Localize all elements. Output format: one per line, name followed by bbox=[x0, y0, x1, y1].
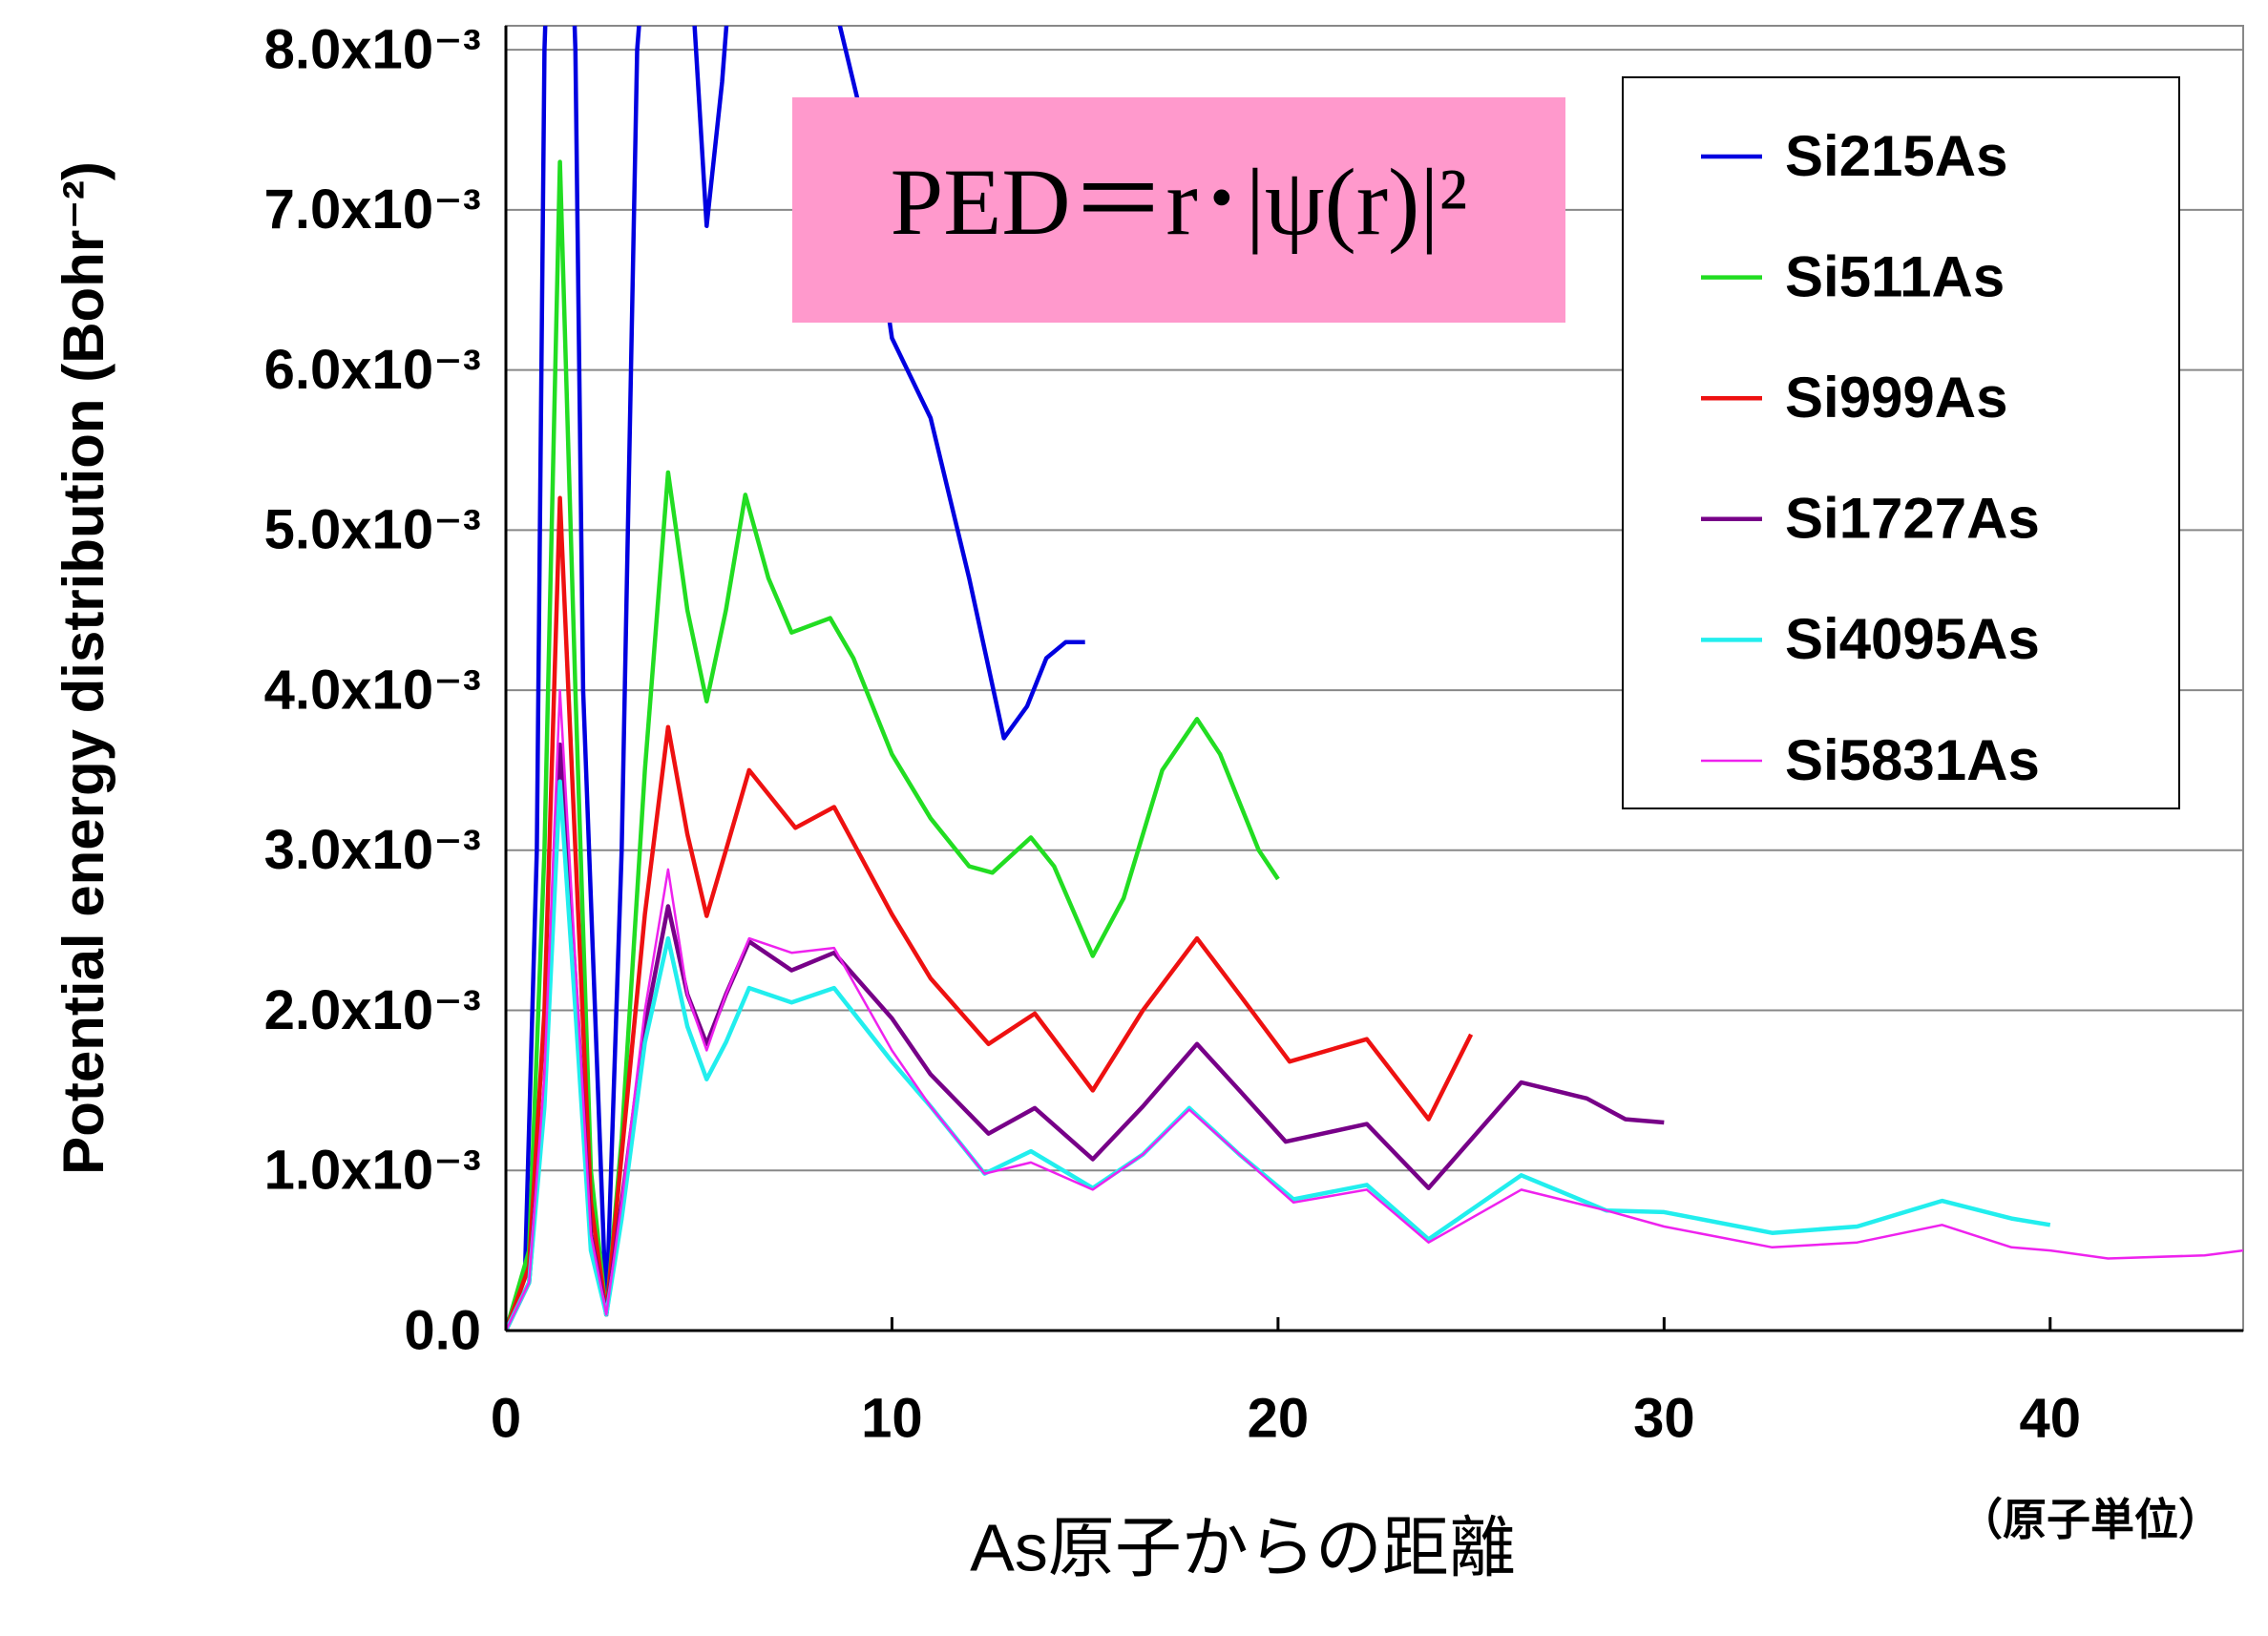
x-unit-note: （原子単位） bbox=[1959, 1495, 2222, 1544]
x-tick-label: 30 bbox=[1633, 1387, 1695, 1449]
lines bbox=[506, 26, 2243, 1331]
legend-label: Si511As bbox=[1785, 244, 2005, 308]
legend-box bbox=[1622, 76, 2180, 809]
legend-label: Si5831As bbox=[1785, 728, 2040, 792]
legend-label: Si1727As bbox=[1785, 487, 2040, 551]
legend-label: Si4095As bbox=[1785, 607, 2040, 671]
y-tick-label: 6.0x10⁻³ bbox=[264, 339, 481, 401]
x-tick-label: 10 bbox=[861, 1387, 923, 1449]
y-axis-label: Potential energy distribution (Bohr⁻²) bbox=[52, 161, 116, 1175]
x-tick-label: 20 bbox=[1248, 1387, 1310, 1449]
x-tick-label: 0 bbox=[491, 1387, 521, 1449]
x-axis-label: As原子からの距離 bbox=[970, 1510, 1516, 1584]
annotation-box bbox=[792, 97, 1565, 323]
y-tick-label: 7.0x10⁻³ bbox=[264, 178, 481, 241]
series-line bbox=[506, 688, 2243, 1331]
y-tick-label: 5.0x10⁻³ bbox=[264, 499, 481, 561]
y-tick-label: 1.0x10⁻³ bbox=[264, 1140, 481, 1202]
series-line bbox=[506, 26, 1085, 1331]
legend-label: Si215As bbox=[1785, 124, 2008, 188]
legend-label: Si999As bbox=[1785, 366, 2008, 430]
y-tick-label: 3.0x10⁻³ bbox=[264, 819, 481, 881]
y-tick-label: 0.0 bbox=[404, 1299, 481, 1361]
legend: Si215As Si511As Si999As Si1727As Si4095As Si5… bbox=[1701, 124, 2040, 792]
y-tick-label: 8.0x10⁻³ bbox=[264, 18, 481, 80]
y-tick-label: 2.0x10⁻³ bbox=[264, 979, 481, 1041]
y-tick-label: 4.0x10⁻³ bbox=[264, 659, 481, 721]
x-tick-label: 40 bbox=[2020, 1387, 2082, 1449]
series-line bbox=[506, 495, 1474, 1331]
annotation: PED＝r･|ψ(r)|² bbox=[891, 149, 1468, 255]
